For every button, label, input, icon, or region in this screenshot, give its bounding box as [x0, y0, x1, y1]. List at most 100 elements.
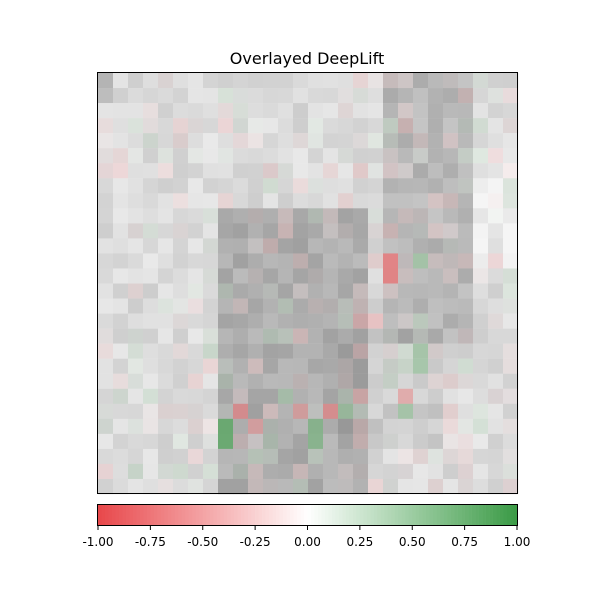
- heatmap-cell: [278, 343, 294, 359]
- heatmap-cell: [293, 328, 309, 344]
- heatmap-cell: [128, 208, 144, 224]
- heatmap-cell: [338, 298, 354, 314]
- colorbar-segment: [164, 505, 169, 525]
- heatmap-cell: [128, 418, 144, 435]
- heatmap-cell: [158, 373, 174, 389]
- heatmap-cell: [188, 163, 204, 179]
- heatmap-cell: [473, 403, 489, 420]
- colorbar-segment: [150, 505, 155, 525]
- heatmap-cell: [263, 178, 279, 194]
- colorbar-segment: [153, 505, 158, 525]
- heatmap-cell: [113, 73, 129, 89]
- heatmap-cell: [473, 478, 489, 495]
- heatmap-cell: [113, 403, 129, 420]
- heatmap-cell: [443, 313, 459, 329]
- heatmap-cell: [383, 238, 399, 254]
- heatmap-cell: [398, 298, 414, 314]
- heatmap-cell: [443, 418, 459, 435]
- heatmap-cell: [338, 148, 354, 164]
- heatmap-cell: [188, 253, 204, 269]
- heatmap-cell: [98, 133, 114, 149]
- colorbar-segment: [429, 505, 434, 525]
- heatmap-cell: [368, 238, 384, 254]
- heatmap-cell: [248, 388, 264, 404]
- heatmap-cell: [113, 133, 129, 149]
- heatmap-cell: [248, 433, 264, 450]
- heatmap-cell: [263, 163, 279, 179]
- heatmap-cell: [458, 178, 474, 194]
- heatmap-cell: [398, 103, 414, 119]
- heatmap-cell: [488, 343, 504, 359]
- heatmap-cell: [413, 238, 429, 254]
- heatmap-cell: [128, 148, 144, 164]
- heatmap-cell: [323, 88, 339, 104]
- heatmap-cell: [368, 328, 384, 344]
- heatmap-cell: [308, 208, 324, 224]
- heatmap-cell: [323, 118, 339, 134]
- heatmap-cell: [218, 418, 234, 435]
- heatmap-cell: [428, 328, 444, 344]
- heatmap-cell: [233, 193, 249, 209]
- heatmap-cell: [458, 253, 474, 269]
- heatmap-cell: [188, 448, 204, 465]
- heatmap-cell: [248, 403, 264, 420]
- colorbar-segment: [258, 505, 263, 525]
- heatmap-cell: [473, 148, 489, 164]
- heatmap-cell: [173, 193, 189, 209]
- heatmap-cell: [503, 88, 519, 104]
- heatmap-cell: [428, 418, 444, 435]
- heatmap-cell: [383, 163, 399, 179]
- colorbar-segment: [272, 505, 277, 525]
- heatmap-cell: [248, 268, 264, 284]
- colorbar-segment: [352, 505, 357, 525]
- colorbar-frame: [97, 504, 518, 526]
- heatmap-cell: [383, 88, 399, 104]
- heatmap-cell: [353, 403, 369, 420]
- colorbar-segment: [230, 505, 235, 525]
- heatmap-cell: [473, 193, 489, 209]
- heatmap-cell: [383, 208, 399, 224]
- heatmap-cell: [278, 238, 294, 254]
- heatmap-cell: [368, 268, 384, 284]
- heatmap-cell: [308, 298, 324, 314]
- heatmap-cell: [428, 433, 444, 450]
- heatmap-cell: [383, 478, 399, 495]
- heatmap-cell: [263, 403, 279, 420]
- heatmap-cell: [503, 118, 519, 134]
- heatmap-cell: [443, 388, 459, 404]
- heatmap-cell: [248, 373, 264, 389]
- colorbar-segment: [398, 505, 403, 525]
- heatmap-cell: [143, 373, 159, 389]
- heatmap-cell: [128, 268, 144, 284]
- heatmap-cell: [128, 253, 144, 269]
- heatmap-cell: [98, 388, 114, 404]
- heatmap-cell: [323, 148, 339, 164]
- heatmap-cell: [248, 223, 264, 239]
- heatmap-cell: [323, 268, 339, 284]
- heatmap-cell: [383, 103, 399, 119]
- heatmap-cell: [443, 463, 459, 480]
- heatmap-cell: [428, 478, 444, 495]
- heatmap-cell: [188, 373, 204, 389]
- heatmap-cell: [188, 433, 204, 450]
- heatmap-cell: [413, 478, 429, 495]
- heatmap-cell: [128, 328, 144, 344]
- heatmap-cell: [503, 418, 519, 435]
- heatmap-cell: [293, 148, 309, 164]
- heatmap-cell: [488, 223, 504, 239]
- heatmap-cell: [278, 118, 294, 134]
- heatmap-cell: [323, 298, 339, 314]
- heatmap-cell: [503, 253, 519, 269]
- heatmap-cell: [158, 433, 174, 450]
- heatmap-cell: [473, 373, 489, 389]
- heatmap-cell: [113, 88, 129, 104]
- heatmap-cell: [503, 403, 519, 420]
- heatmap-cell: [398, 163, 414, 179]
- heatmap-cell: [278, 478, 294, 495]
- heatmap-cell: [203, 178, 219, 194]
- heatmap-cell: [488, 178, 504, 194]
- heatmap-cell: [443, 163, 459, 179]
- heatmap-cell: [488, 103, 504, 119]
- heatmap-cell: [98, 418, 114, 435]
- heatmap-cell: [503, 373, 519, 389]
